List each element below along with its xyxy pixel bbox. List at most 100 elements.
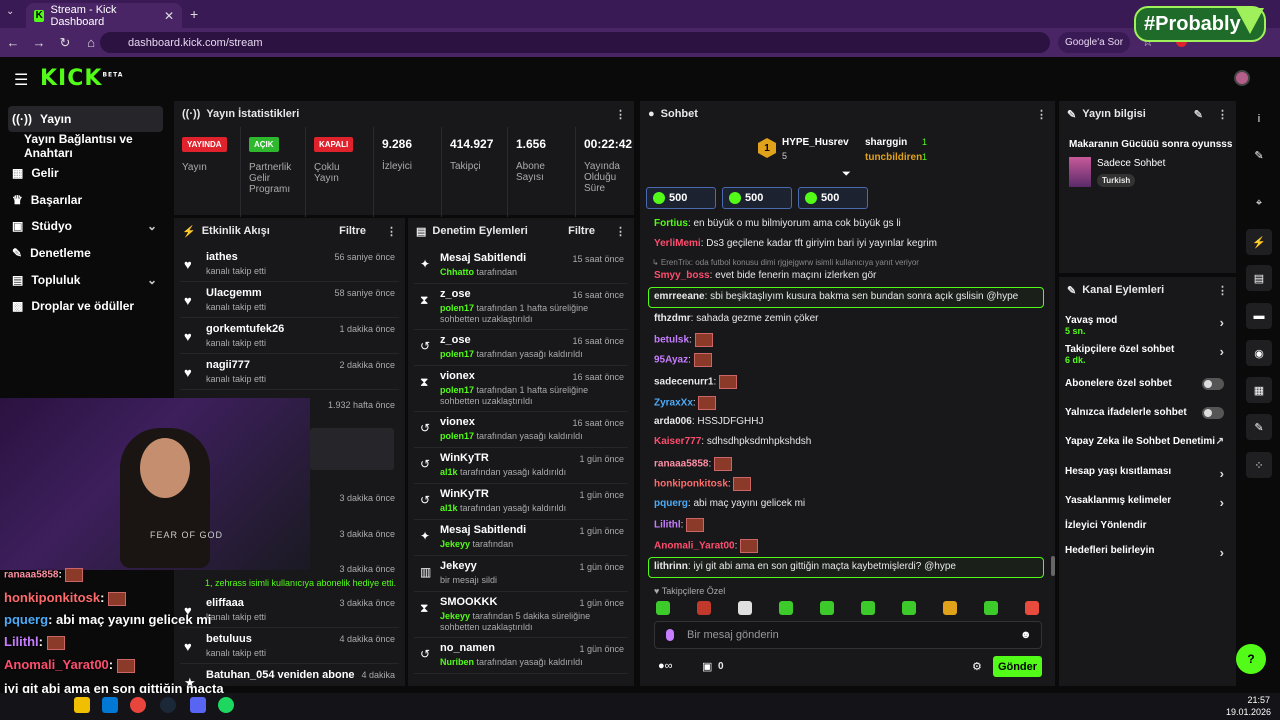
chat-message[interactable]: sadecenurr1: [654,375,738,389]
target-icon[interactable]: ⌖ [1255,196,1263,209]
emote-icon[interactable] [779,601,793,615]
more-icon[interactable]: ⋮ [1036,108,1047,121]
emote-icon[interactable] [984,601,998,615]
chat-scrollbar[interactable] [1051,556,1055,576]
settings-icon[interactable]: ⚙ [972,661,982,673]
chat-message[interactable]: Anomali_Yarat00: [654,539,759,553]
notes-icon[interactable]: ▤ [1246,265,1272,291]
channel-action-item[interactable]: Hedefleri belirleyin › [1065,545,1224,560]
edit-icon[interactable]: ✎ [1254,149,1264,162]
emote-icon[interactable] [697,601,711,615]
channel-action-item[interactable]: Yalnızca ifadelerle sohbet [1065,407,1230,419]
leader-second-name[interactable]: sharggin [865,137,908,148]
category-name[interactable]: Sadece Sohbet [1097,158,1166,169]
url-bar[interactable]: dashboard.kick.com/stream [100,32,1050,53]
channel-action-item[interactable]: Hesap yaşı kısıtlaması › [1065,466,1224,481]
leader-third-name[interactable]: tuncbildiren [865,152,923,163]
emote-icon[interactable] [820,601,834,615]
chat-input[interactable]: Bir mesaj gönderin [654,621,1042,649]
edit-icon[interactable]: ✎ [1193,108,1203,121]
sidebar-item-denetleme[interactable]: ✎ Denetleme [12,246,91,260]
wrench-icon[interactable]: ✎ [1246,414,1272,440]
outlook-icon[interactable] [102,697,118,713]
dots-icon[interactable]: ⁘ [1246,452,1272,478]
chat-message[interactable]: emrreeane: sbi beşiktaşlıyım kusura bakm… [654,291,1019,302]
leader-first-name[interactable]: HYPE_Husrev [782,137,849,148]
sidebar-item-droplar[interactable]: ▩ Droplar ve ödüller [12,299,135,313]
more-icon[interactable]: ⋮ [615,225,626,238]
chat-message[interactable]: 95Ayaz: [654,353,712,367]
info-icon[interactable]: i [1257,113,1261,125]
steam-icon[interactable] [160,697,176,713]
chat-message[interactable]: Fortius: en büyük o mu bilmiyorum ama co… [654,218,901,229]
kick-logo[interactable]: KICKBETA [40,66,124,91]
emote-icon[interactable] [943,601,957,615]
gift-box-icon[interactable]: ▣ [702,661,713,673]
channel-action-item[interactable]: Yavaş mod 5 sn. › [1065,315,1224,336]
more-icon[interactable]: ⋮ [1217,284,1228,297]
browser-tab[interactable]: K Stream - Kick Dashboard ✕ [26,3,182,28]
system-clock[interactable]: 21:57 19.01.2026 [1226,695,1272,717]
broadcast-icon[interactable]: ◉ [1246,340,1272,366]
send-button[interactable]: Gönder [993,656,1042,677]
layout-icon[interactable]: ▦ [1246,377,1272,403]
emote-icon[interactable] [861,601,875,615]
chat-message[interactable]: YerliMemi: Ds3 geçilene kadar tft giriyi… [654,238,937,249]
kicks-pill[interactable]: 500 [722,187,792,209]
chat-message[interactable]: lithrinn: iyi git abi ama en son gittiği… [654,561,956,572]
home-icon[interactable]: ⌂ [87,35,95,50]
chat-message[interactable]: ZyraxXx: [654,396,717,410]
emote-icon[interactable] [656,601,670,615]
channel-action-item[interactable]: Takipçilere özel sohbet 6 dk. › [1065,344,1224,365]
kicks-icon[interactable]: ●∞ [658,660,673,672]
forward-icon[interactable]: → [32,35,46,50]
filter-icon[interactable]: ⏷ [842,168,851,180]
chrome-icon[interactable] [130,697,146,713]
folder-icon[interactable] [74,697,90,713]
emote-icon[interactable] [738,601,752,615]
emote-icon[interactable] [1025,601,1039,615]
chat-message[interactable]: Kaiser777: sdhsdhpksdmhpkshdsh [654,436,812,447]
help-button[interactable]: ? [1236,644,1266,674]
moderation-filter-button[interactable]: Filtre [568,225,595,237]
emote-icon[interactable] [902,601,916,615]
channel-action-item[interactable]: İzleyici Yönlendir [1065,520,1147,531]
more-icon[interactable]: ⋮ [1217,108,1228,121]
discord-icon[interactable] [190,697,206,713]
chat-message[interactable]: betulsk: [654,333,713,347]
menu-icon[interactable]: ☰ [14,72,29,89]
chat-message[interactable]: Lilithl: [654,518,705,532]
activity-filter-button[interactable]: Filtre [339,225,366,237]
toggle-switch[interactable] [1202,407,1224,419]
new-tab-icon[interactable]: + [190,6,199,22]
more-icon[interactable]: ⋮ [615,108,626,121]
chat-bubble-icon[interactable]: ▬ [1246,303,1272,329]
toggle-switch[interactable] [1202,378,1224,390]
category-thumbnail[interactable] [1069,157,1091,187]
sidebar-item-gelir[interactable]: ▦ Gelir [12,166,59,180]
sidebar-item-stream-key[interactable]: Yayın Bağlantısı ve Anahtarı [24,132,133,160]
close-tab-icon[interactable]: ✕ [163,8,174,23]
more-icon[interactable]: ⋮ [386,225,397,238]
google-ask-button[interactable]: Google'a Sor [1058,32,1130,53]
chat-message[interactable]: arda006: HSSJDFGHHJ [654,416,764,427]
chat-message[interactable]: honkiponkitosk: [654,477,752,491]
kicks-pill[interactable]: 500 [646,187,716,209]
kicks-pill[interactable]: 500 [798,187,868,209]
channel-action-item[interactable]: Yasaklanmış kelimeler › [1065,495,1224,510]
chat-message[interactable]: ranaaa5858: [654,457,733,471]
avatar[interactable] [1234,70,1250,86]
emoji-icon[interactable]: ☻ [1020,629,1032,641]
tab-menu-icon[interactable]: ⌄ [6,6,15,17]
bolt-icon[interactable]: ⚡ [1246,229,1272,255]
sidebar-item-studyo[interactable]: ▣ Stüdyo ⌄ [12,219,157,233]
reload-icon[interactable]: ↻ [59,34,71,50]
chat-message[interactable]: ↳ ErenTrix: oda futbol konusu dimi rjgje… [652,258,919,267]
mic-icon[interactable] [666,629,674,641]
sidebar-item-yayin[interactable]: ((·)) Yayın [8,106,163,132]
back-icon[interactable]: ← [6,35,20,50]
spotify-icon[interactable] [218,697,234,713]
chat-message[interactable]: Smyy_boss: evet bide fenerin maçını izle… [654,270,877,281]
chat-message[interactable]: pquerg: abi maç yayını gelicek mi [654,498,806,509]
chat-message[interactable]: fthzdmr: sahada gezme zemin çöker [654,313,819,324]
